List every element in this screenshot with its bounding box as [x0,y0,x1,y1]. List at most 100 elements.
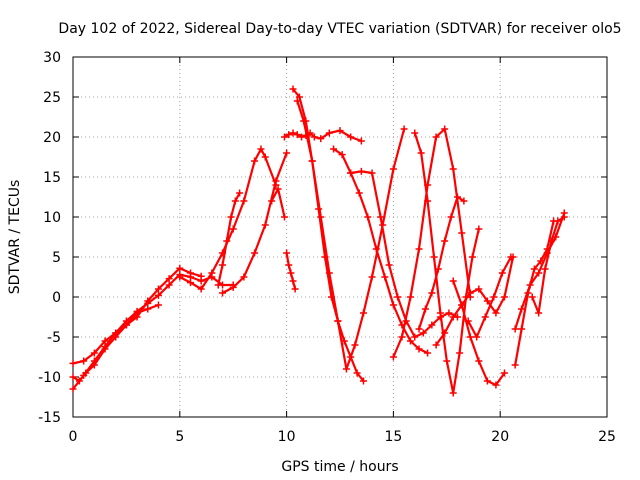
data-point [165,275,173,283]
data-point [430,253,438,261]
data-point [560,213,568,221]
y-tick-label: -5 [47,330,61,346]
data-point [186,279,194,287]
series-line [392,127,472,359]
series-track-7 [268,185,288,221]
data-point [441,329,449,337]
series-line [435,255,515,347]
series-track-5 [214,189,244,289]
data-point [197,272,205,280]
data-point [80,357,88,365]
y-tick-label: 5 [52,250,61,266]
data-point [219,261,227,269]
data-point [240,197,248,205]
chart-title: Day 102 of 2022, Sidereal Day-to-day VTE… [58,21,621,37]
data-point [223,237,231,245]
data-point [364,213,372,221]
data-point [154,285,162,293]
x-tick-label: 5 [175,429,184,445]
data-point [283,149,291,157]
data-point [483,297,491,305]
series-line [291,87,365,383]
data-point [464,317,472,325]
data-point [415,325,423,333]
data-point [144,305,152,313]
data-point [415,245,423,253]
series-track-17 [432,253,517,349]
data-point [518,305,526,313]
data-point [280,213,288,221]
data-point [101,337,109,345]
data-point [554,217,562,225]
data-point [338,151,346,159]
data-point [428,289,436,297]
data-point [406,337,414,345]
x-tick-label: 15 [384,429,402,445]
data-point [483,377,491,385]
y-tick-label: 20 [43,130,61,146]
data-point [432,341,440,349]
data-point [441,125,449,133]
series-track-22 [528,213,568,317]
data-point [443,357,451,365]
data-point [353,369,361,377]
data-point [280,133,288,141]
data-point [133,309,141,317]
data-point [468,253,476,261]
data-point [289,277,297,285]
data-point [82,369,90,377]
data-point [368,169,376,177]
data-point [272,177,280,185]
series-track-20 [511,217,558,369]
data-point [511,325,519,333]
data-point [229,225,237,233]
data-point [500,293,508,301]
y-tick-label: -10 [38,370,61,386]
data-point [466,289,474,297]
data-point [518,325,526,333]
data-point [475,225,483,233]
data-point [436,309,444,317]
data-point [227,213,235,221]
data-point [535,309,543,317]
data-point [528,293,536,301]
data-point [381,273,389,281]
x-axis-label: GPS time / hours [281,459,398,475]
data-point [415,345,423,353]
data-point [453,193,461,201]
data-point [492,309,500,317]
data-point [449,313,457,321]
data-point [261,153,269,161]
data-point [541,265,549,273]
data-point [274,185,282,193]
data-point [310,133,318,141]
data-point [325,129,333,137]
data-point [285,131,293,139]
data-point [197,285,205,293]
data-point [298,133,306,141]
series-track-19 [464,253,515,341]
series-track-13 [347,167,461,341]
data-point [411,129,419,137]
data-point [490,293,498,301]
data-point [289,129,297,137]
data-point [90,349,98,357]
data-point [466,333,474,341]
data-point [394,293,402,301]
series-line [283,129,363,143]
series-track-15 [411,129,483,397]
data-point [547,237,555,245]
data-point [236,189,244,197]
data-point [186,269,194,277]
data-point [449,165,457,173]
data-point [400,125,408,133]
y-tick-label: 25 [43,90,61,106]
data-point [526,281,534,289]
plot-frame [72,56,608,418]
data-point [251,157,259,165]
data-point [219,289,227,297]
data-point [419,329,427,337]
data-series [69,85,568,397]
y-tick-label: 30 [43,50,61,66]
series-track-21 [511,209,568,333]
